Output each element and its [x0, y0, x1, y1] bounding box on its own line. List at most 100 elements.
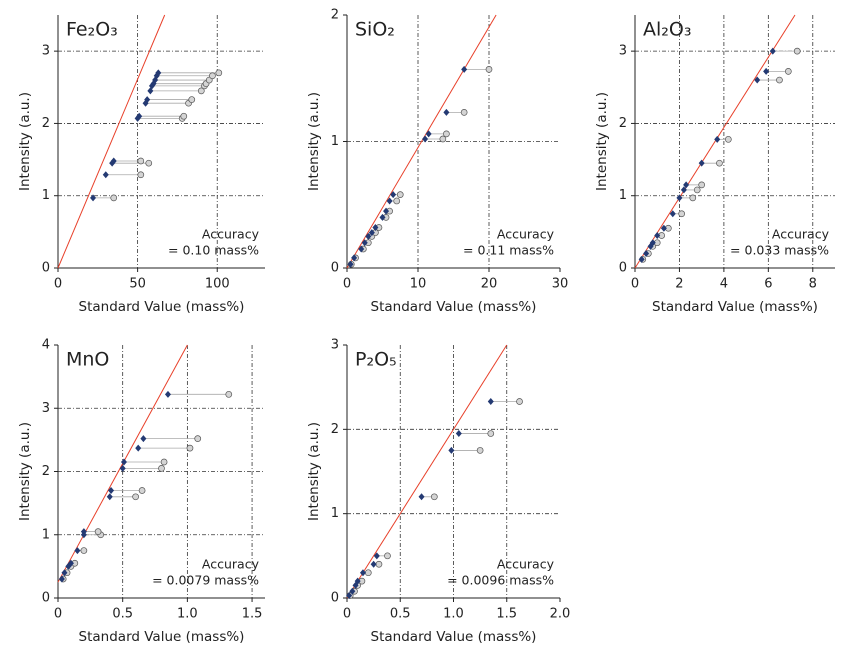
- x-axis-label: Standard Value (mass%): [79, 629, 245, 645]
- point: [94, 528, 102, 535]
- point: [144, 96, 151, 104]
- point: [379, 213, 386, 221]
- y-tick-label: 3: [331, 338, 339, 353]
- point: [67, 559, 74, 567]
- y-axis-label: Intensity (a.u.): [594, 92, 610, 191]
- point: [676, 194, 683, 202]
- chart-title: SiO₂: [355, 19, 395, 41]
- point: [158, 464, 165, 472]
- point: [638, 255, 645, 263]
- point: [349, 587, 356, 595]
- x-tick-label: 0: [631, 277, 639, 292]
- point: [160, 458, 168, 466]
- point: [654, 231, 661, 239]
- point: [430, 493, 438, 501]
- point: [396, 191, 404, 198]
- x-tick-label: 8: [809, 277, 817, 292]
- point: [776, 76, 783, 84]
- y-tick-label: 0: [42, 261, 50, 276]
- point: [418, 493, 425, 501]
- point: [138, 487, 146, 494]
- x-tick-label: 2: [675, 277, 683, 292]
- annotation: Accuracy: [772, 227, 830, 242]
- point: [643, 250, 650, 258]
- y-tick-label: 1: [331, 134, 339, 149]
- point: [372, 224, 379, 232]
- point: [197, 87, 205, 95]
- annotation: = 0.11 mass%: [463, 243, 554, 258]
- x-tick-label: 1.5: [496, 607, 517, 622]
- point: [384, 552, 391, 560]
- point: [80, 547, 88, 554]
- point: [422, 135, 429, 143]
- point: [669, 210, 676, 218]
- x-tick-label: 0: [343, 607, 351, 622]
- point: [358, 245, 365, 253]
- y-axis-label: Intensity (a.u.): [306, 422, 322, 521]
- point: [110, 157, 117, 165]
- y-tick-label: 0: [619, 261, 627, 276]
- point: [678, 210, 686, 218]
- point: [680, 186, 687, 194]
- point: [716, 159, 723, 167]
- point: [346, 591, 353, 599]
- point: [61, 569, 68, 577]
- point: [368, 229, 375, 237]
- point: [90, 194, 97, 202]
- point: [106, 493, 113, 501]
- y-axis-label: Intensity (a.u.): [17, 422, 33, 521]
- fit-line: [346, 14, 497, 269]
- point: [460, 109, 468, 116]
- point: [383, 207, 390, 215]
- point: [137, 171, 145, 179]
- annotation: Accuracy: [202, 227, 260, 242]
- point: [649, 239, 656, 247]
- y-tick-label: 2: [331, 8, 339, 23]
- y-tick-label: 4: [42, 338, 50, 353]
- chart-title: Al₂O₃: [643, 19, 691, 41]
- y-tick-label: 0: [331, 591, 339, 606]
- y-tick-label: 3: [42, 44, 50, 59]
- x-axis-label: Standard Value (mass%): [371, 629, 537, 645]
- annotation: = 0.10 mass%: [168, 243, 259, 258]
- point: [386, 197, 393, 205]
- point: [145, 159, 153, 167]
- point: [351, 254, 358, 262]
- point: [793, 47, 801, 55]
- point: [119, 464, 126, 472]
- x-tick-label: 50: [129, 277, 146, 292]
- point: [186, 444, 194, 452]
- chart-title: P₂O₅: [355, 349, 397, 371]
- y-tick-label: 2: [619, 116, 627, 131]
- y-axis-label: Intensity (a.u.): [17, 92, 33, 191]
- point: [108, 486, 115, 494]
- point: [393, 197, 401, 205]
- point: [194, 435, 202, 442]
- x-tick-label: 2.0: [550, 607, 571, 622]
- x-tick-label: 10: [410, 277, 427, 292]
- annotation: Accuracy: [202, 557, 260, 572]
- chart-title: Fe₂O₃: [66, 19, 118, 41]
- x-tick-label: 4: [720, 277, 728, 292]
- point: [110, 194, 118, 202]
- x-tick-label: 6: [764, 277, 772, 292]
- y-tick-label: 1: [331, 506, 339, 521]
- point: [180, 112, 188, 120]
- point: [443, 130, 450, 138]
- point: [215, 69, 223, 77]
- point: [516, 398, 523, 405]
- point: [754, 76, 761, 84]
- point: [763, 67, 770, 75]
- point: [375, 560, 383, 568]
- annotation: = 0.033 mass%: [730, 243, 829, 258]
- point: [135, 444, 142, 452]
- fit-line: [57, 14, 166, 269]
- annotation: = 0.0079 mass%: [152, 573, 259, 588]
- x-tick-label: 30: [552, 277, 569, 292]
- y-tick-label: 0: [331, 261, 339, 276]
- annotation: = 0.0096 mass%: [447, 573, 554, 588]
- point: [660, 224, 667, 232]
- point: [140, 435, 147, 443]
- fit-line: [634, 14, 796, 269]
